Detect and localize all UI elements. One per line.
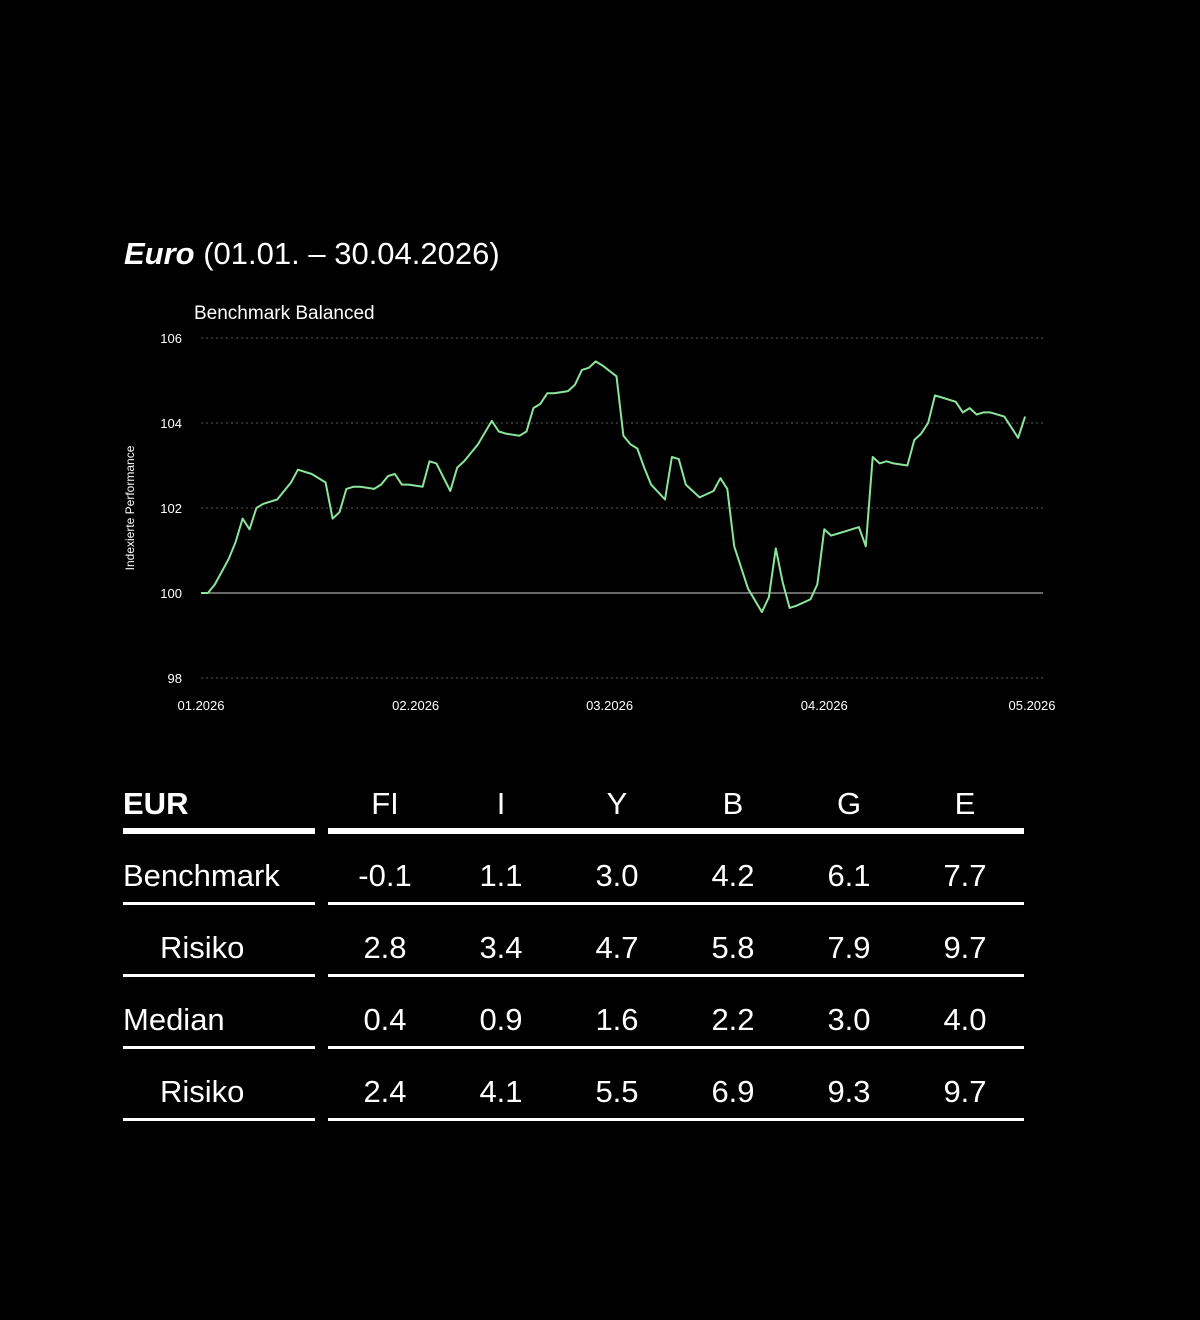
table-cell: 7.7	[943, 858, 987, 893]
row-label: Benchmark	[123, 858, 280, 893]
table-cell: 5.8	[711, 930, 755, 965]
row-rule-left	[123, 902, 315, 905]
legend-entry: Benchmark Balanced	[194, 303, 375, 324]
y-tick-label: 104	[160, 416, 182, 431]
table-label: EUR	[123, 786, 189, 821]
table-cell: 1.6	[595, 1002, 639, 1037]
table-cell: 3.0	[595, 858, 639, 893]
table-cell: -0.1	[358, 858, 412, 893]
table-cell: 6.1	[827, 858, 871, 893]
performance-chart: 98 100 102 104 106 01.2026 02.2026 03.2026 04.20…	[123, 303, 1056, 713]
table-cell: 3.4	[479, 930, 523, 965]
table-cell: 4.7	[595, 930, 639, 965]
column-header: Y	[606, 786, 628, 821]
header-rule-left	[123, 828, 315, 834]
x-tick-label: 04.2026	[801, 698, 848, 713]
row-rule-right	[328, 902, 1024, 905]
table-cell: 9.3	[827, 1074, 871, 1109]
row-label: Risiko	[160, 930, 245, 965]
y-axis-label: Indexierte Performance	[123, 445, 137, 570]
x-tick-label: 02.2026	[392, 698, 439, 713]
table-cell: 4.0	[943, 1002, 987, 1037]
title-rest: (01.01. – 30.04.2026)	[194, 236, 500, 271]
title-strong: Euro	[124, 236, 195, 271]
column-header: B	[722, 786, 744, 821]
table-cell: 9.7	[943, 930, 987, 965]
row-rule-right	[328, 974, 1024, 977]
x-tick-label: 03.2026	[586, 698, 633, 713]
column-header: I	[496, 786, 506, 821]
x-tick-label: 01.2026	[178, 698, 225, 713]
y-tick-label: 98	[168, 671, 182, 686]
table-cell: 2.4	[363, 1074, 407, 1109]
y-tick-label: 106	[160, 331, 182, 346]
chart-title: Euro (01.01. – 30.04.2026)	[124, 236, 500, 272]
row-rule-left	[123, 1046, 315, 1049]
table-cell: 0.4	[363, 1002, 407, 1037]
header-rule-right	[328, 828, 1024, 834]
performance-table: EUR FI I Y B G E Benchmark -0.1 1.1 3.0 4.2 6.1 7.7 Ri…	[0, 770, 1200, 1150]
row-label: Risiko	[160, 1074, 245, 1109]
table-cell: 9.7	[943, 1074, 987, 1109]
table-cell: 2.8	[363, 930, 407, 965]
y-tick-label: 102	[160, 501, 182, 516]
row-rule-right	[328, 1046, 1024, 1049]
column-header: G	[836, 786, 862, 821]
table-cell: 3.0	[827, 1002, 871, 1037]
row-label: Median	[123, 1002, 225, 1037]
table-cell: 4.2	[711, 858, 755, 893]
x-tick-label: 05.2026	[1009, 698, 1056, 713]
table-cell: 1.1	[479, 858, 523, 893]
table-cell: 6.9	[711, 1074, 755, 1109]
table-cell: 7.9	[827, 930, 871, 965]
series-line	[201, 360, 1027, 614]
table-cell: 4.1	[479, 1074, 523, 1109]
row-rule-right	[328, 1118, 1024, 1121]
table-cell: 5.5	[595, 1074, 639, 1109]
table-cell: 0.9	[479, 1002, 523, 1037]
column-header: FI	[371, 786, 399, 821]
column-header: E	[954, 786, 976, 821]
row-rule-left	[123, 1118, 315, 1121]
row-rule-left	[123, 974, 315, 977]
y-tick-label: 100	[160, 586, 182, 601]
table-cell: 2.2	[711, 1002, 755, 1037]
